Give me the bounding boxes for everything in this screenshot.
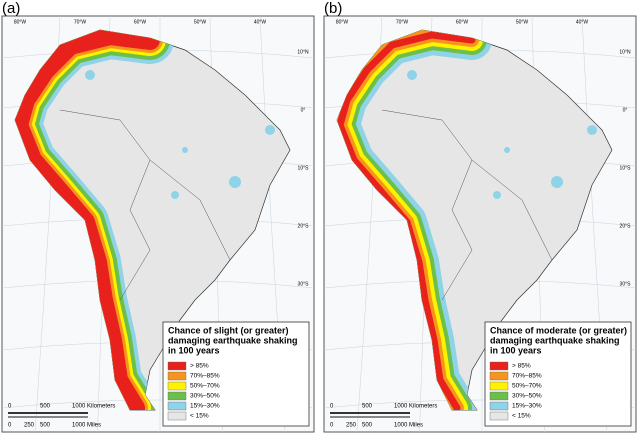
scale-label-mi: 0 — [8, 423, 12, 429]
scale-label-km: 500 — [40, 404, 51, 410]
legend-swatch — [167, 401, 187, 411]
legend-swatch — [489, 371, 509, 381]
legend-label: 15%–30% — [512, 403, 542, 410]
legend: Chance of moderate (or greater)damaging … — [484, 321, 632, 427]
hazard-band — [337, 31, 476, 410]
latitude-label: 0° — [301, 107, 306, 113]
legend-swatch — [489, 391, 509, 401]
hazard-spot — [171, 191, 179, 199]
legend-label: 50%–70% — [512, 383, 542, 390]
scale-label-km: 500 — [362, 404, 373, 410]
scale-bar-mi — [330, 416, 410, 418]
legend-box — [484, 321, 632, 427]
legend-label: 30%–50% — [512, 393, 542, 400]
latitude-label: 10°N — [297, 49, 309, 55]
hazard-spot — [587, 125, 597, 135]
legend-title: Chance of moderate (or greater) — [490, 325, 627, 335]
scale-bar-km — [330, 412, 410, 414]
hazard-spot — [182, 147, 188, 153]
hazard-spot — [229, 176, 241, 188]
panel: (b) 80°W 70°W 60°W 50°W 40°W 10°N 0° 10°S 20°S 30°… — [323, 0, 637, 433]
legend-label: > 85% — [190, 363, 209, 370]
latitude-label: 20°S — [298, 223, 310, 229]
legend: Chance of slight (or greater)damaging ea… — [162, 321, 310, 427]
hazard-zones — [15, 30, 174, 410]
legend-label: 50%–70% — [190, 383, 220, 390]
legend-label: 70%–85% — [190, 373, 220, 380]
legend-label: 15%–30% — [190, 403, 220, 410]
panel: (a) 80°W 70°W 60°W 50°W 40°W 10°N 0° 10°S 20°S 30°… — [1, 0, 315, 433]
legend-swatch — [167, 391, 187, 401]
legend-label: < 15% — [512, 413, 531, 420]
scale-bar-km — [8, 412, 88, 414]
hazard-spot — [265, 125, 275, 135]
panel-label: (b) — [324, 0, 342, 17]
scale-label-mi: 1000 Miles — [394, 423, 423, 429]
hazard-band — [15, 30, 160, 410]
hazard-spot — [504, 147, 510, 153]
latitude-label: 10°S — [298, 165, 310, 171]
scale-label-mi: 500 — [362, 423, 373, 429]
legend-label: > 85% — [512, 363, 531, 370]
legend-swatch — [489, 361, 509, 371]
scale-label-mi: 250 — [346, 423, 357, 429]
scale-label-mi: 250 — [24, 423, 35, 429]
scale-bar-mi — [8, 416, 88, 418]
legend-title: in 100 years — [168, 345, 220, 355]
legend-title: Chance of slight (or greater) — [168, 325, 289, 335]
legend-label: 30%–50% — [190, 393, 220, 400]
borders — [381, 109, 553, 301]
borders — [59, 109, 231, 301]
legend-swatch — [489, 381, 509, 391]
legend-swatch — [167, 411, 187, 421]
scale-label-km: 1000 Kilometers — [394, 404, 437, 410]
longitude-label: 40°W — [254, 19, 267, 25]
legend-label: 70%–85% — [512, 373, 542, 380]
longitude-label: 50°W — [516, 19, 529, 25]
longitude-label: 80°W — [14, 19, 27, 25]
hazard-spot — [493, 191, 501, 199]
panel-label: (a) — [2, 0, 20, 17]
legend-box — [162, 321, 310, 427]
longitude-label: 80°W — [336, 19, 349, 25]
legend-swatch — [167, 361, 187, 371]
hazard-spot — [551, 176, 563, 188]
legend-swatch — [167, 371, 187, 381]
hazard-spot — [85, 70, 95, 80]
legend-label: < 15% — [190, 413, 209, 420]
latitude-label: 30°S — [620, 281, 632, 287]
longitude-label: 60°W — [456, 19, 469, 25]
longitude-label: 60°W — [134, 19, 147, 25]
legend-title: damaging earthquake shaking — [490, 335, 620, 345]
longitude-label: 70°W — [396, 19, 409, 25]
scale-label-km: 1000 Kilometers — [72, 404, 115, 410]
legend-title: in 100 years — [490, 345, 542, 355]
legend-title: damaging earthquake shaking — [168, 335, 298, 345]
latitude-label: 30°S — [298, 281, 310, 287]
longitude-label: 50°W — [194, 19, 207, 25]
latitude-label: 10°S — [620, 165, 632, 171]
legend-swatch — [489, 401, 509, 411]
longitude-label: 40°W — [576, 19, 589, 25]
hazard-zones — [337, 30, 492, 410]
longitude-label: 70°W — [74, 19, 87, 25]
latitude-label: 10°N — [619, 49, 631, 55]
latitude-label: 20°S — [620, 223, 632, 229]
legend-swatch — [489, 411, 509, 421]
hazard-spot — [407, 70, 417, 80]
scale-label-km: 0 — [8, 404, 12, 410]
continent — [14, 29, 291, 411]
legend-swatch — [167, 381, 187, 391]
scale-label-mi: 1000 Miles — [72, 423, 101, 429]
scale-label-km: 0 — [330, 404, 334, 410]
latitude-label: 0° — [623, 107, 628, 113]
scale-label-mi: 0 — [330, 423, 334, 429]
scale-label-mi: 500 — [40, 423, 51, 429]
